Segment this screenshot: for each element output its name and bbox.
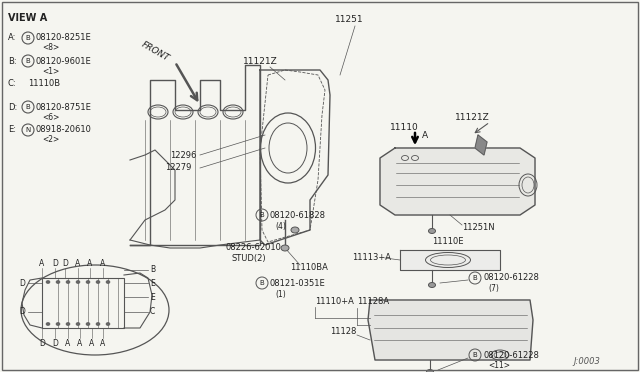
Text: <2>: <2> — [42, 135, 60, 144]
Text: J:0003: J:0003 — [573, 357, 600, 366]
Ellipse shape — [46, 323, 50, 326]
Text: <6>: <6> — [42, 112, 60, 122]
Text: <1>: <1> — [42, 67, 60, 76]
Text: D:: D: — [8, 103, 17, 112]
Text: B: B — [472, 275, 477, 281]
Text: 11110B: 11110B — [28, 80, 60, 89]
Text: 11110BA: 11110BA — [290, 263, 328, 273]
Text: 08120-61828: 08120-61828 — [270, 211, 326, 219]
Text: C: C — [150, 308, 156, 317]
Text: <11>: <11> — [488, 362, 510, 371]
Text: B:: B: — [8, 57, 17, 65]
Text: 11128: 11128 — [330, 327, 356, 337]
Polygon shape — [380, 148, 535, 215]
Text: 11110+A: 11110+A — [315, 298, 354, 307]
Text: E:: E: — [8, 125, 16, 135]
Text: 08120-61228: 08120-61228 — [483, 350, 539, 359]
Text: 11121Z: 11121Z — [243, 58, 278, 67]
Text: B: B — [26, 58, 30, 64]
Text: FRONT: FRONT — [140, 41, 171, 64]
Ellipse shape — [76, 280, 80, 283]
Text: E: E — [150, 292, 155, 301]
Bar — [42, 278, 124, 328]
Ellipse shape — [66, 323, 70, 326]
Text: 11113+A: 11113+A — [352, 253, 391, 263]
Text: STUD(2): STUD(2) — [232, 254, 267, 263]
Text: D: D — [62, 259, 68, 267]
Text: A: A — [88, 259, 93, 267]
Text: E: E — [150, 279, 155, 288]
Text: B: B — [260, 280, 264, 286]
Text: A: A — [90, 339, 95, 347]
Text: 08120-8251E: 08120-8251E — [36, 33, 92, 42]
Ellipse shape — [56, 280, 60, 283]
Text: D: D — [19, 308, 25, 317]
Text: (4): (4) — [275, 222, 286, 231]
Text: A: A — [422, 131, 428, 141]
Text: B: B — [26, 104, 30, 110]
Text: (1): (1) — [275, 289, 285, 298]
Text: (7): (7) — [488, 285, 499, 294]
Text: D: D — [19, 279, 25, 288]
Text: 08121-0351E: 08121-0351E — [270, 279, 326, 288]
Text: B: B — [260, 212, 264, 218]
Text: A: A — [65, 339, 70, 347]
Ellipse shape — [96, 280, 100, 283]
Text: 12279: 12279 — [165, 164, 191, 173]
Ellipse shape — [66, 280, 70, 283]
Text: D: D — [39, 339, 45, 347]
Text: A: A — [76, 259, 81, 267]
Text: 08120-61228: 08120-61228 — [483, 273, 539, 282]
Text: 11121Z: 11121Z — [455, 113, 490, 122]
Ellipse shape — [56, 323, 60, 326]
Ellipse shape — [281, 245, 289, 251]
Text: A: A — [40, 259, 45, 267]
Ellipse shape — [86, 323, 90, 326]
Ellipse shape — [46, 280, 50, 283]
Text: 08918-20610: 08918-20610 — [36, 125, 92, 135]
Ellipse shape — [426, 369, 433, 372]
Ellipse shape — [76, 323, 80, 326]
Polygon shape — [368, 300, 533, 360]
Text: 08226-62010: 08226-62010 — [225, 244, 281, 253]
Text: 12296: 12296 — [170, 151, 196, 160]
Text: <8>: <8> — [42, 44, 60, 52]
Ellipse shape — [291, 227, 299, 233]
Text: 11251: 11251 — [335, 16, 364, 25]
Text: 11251N: 11251N — [462, 224, 495, 232]
Polygon shape — [475, 135, 487, 155]
Text: 11110E: 11110E — [432, 237, 463, 247]
Text: A: A — [100, 339, 106, 347]
Text: B: B — [150, 266, 155, 275]
Text: C:: C: — [8, 80, 17, 89]
Text: B: B — [26, 35, 30, 41]
Ellipse shape — [106, 323, 110, 326]
Ellipse shape — [429, 282, 435, 288]
Text: D: D — [52, 339, 58, 347]
Ellipse shape — [429, 228, 435, 234]
Text: A: A — [100, 259, 106, 267]
Text: 11128A: 11128A — [357, 298, 389, 307]
Text: 11110: 11110 — [390, 124, 419, 132]
Text: VIEW A: VIEW A — [8, 13, 47, 23]
Text: A:: A: — [8, 33, 17, 42]
Ellipse shape — [106, 280, 110, 283]
Text: 08120-9601E: 08120-9601E — [36, 57, 92, 65]
Polygon shape — [400, 250, 500, 270]
Text: N: N — [26, 127, 31, 133]
Text: A: A — [77, 339, 83, 347]
Ellipse shape — [96, 323, 100, 326]
Text: B: B — [472, 352, 477, 358]
Text: 08120-8751E: 08120-8751E — [36, 103, 92, 112]
Text: D: D — [52, 259, 58, 267]
Ellipse shape — [86, 280, 90, 283]
